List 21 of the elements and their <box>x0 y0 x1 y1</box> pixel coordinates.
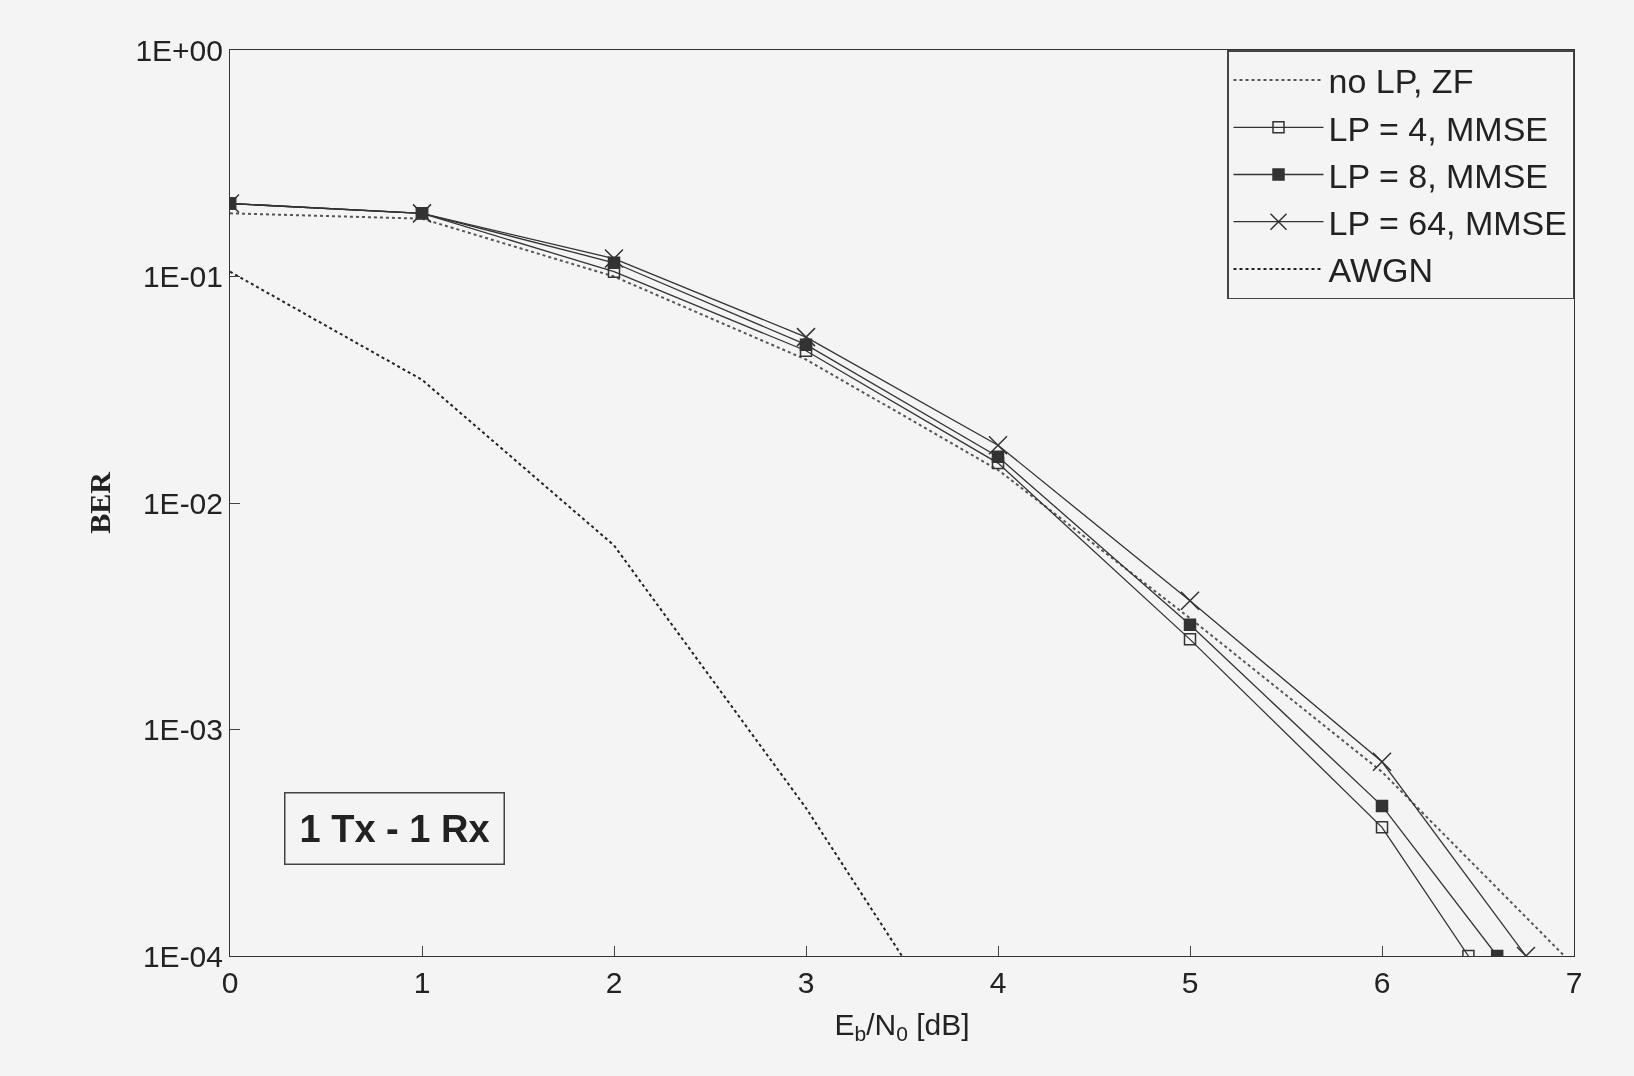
x-axis-title: E$_{b}$/N$_{0}$ [dB] <box>834 1007 970 1045</box>
legend-label: LP = 8, MMSE <box>1328 156 1549 195</box>
x-tick-label: 6 <box>1373 966 1391 999</box>
legend-label: LP = 4, MMSE <box>1328 109 1549 148</box>
x-tick-label: 4 <box>989 966 1007 999</box>
y-axis-title: BER <box>83 471 117 534</box>
x-tick-label: 2 <box>605 966 623 999</box>
y-tick-label: 1E-01 <box>142 260 223 293</box>
y-tick-label: 1E+00 <box>135 33 223 67</box>
x-tick-label: 7 <box>1565 966 1583 999</box>
y-tick-label: 1E-03 <box>142 713 223 746</box>
legend-label: AWGN <box>1328 251 1434 290</box>
y-tick-label: 1E-02 <box>142 486 223 520</box>
annotation: 1 Tx - 1 Rx <box>299 807 490 850</box>
x-tick-label: 5 <box>1181 966 1199 999</box>
legend-label: no LP, ZF <box>1328 62 1474 101</box>
legend-label: LP = 64, MMSE <box>1328 203 1567 242</box>
x-tick-label: 3 <box>797 966 815 999</box>
x-tick-label: 1 <box>413 966 431 999</box>
y-tick-label: 1E-04 <box>142 939 223 973</box>
x-tick-label: 0 <box>221 966 239 999</box>
